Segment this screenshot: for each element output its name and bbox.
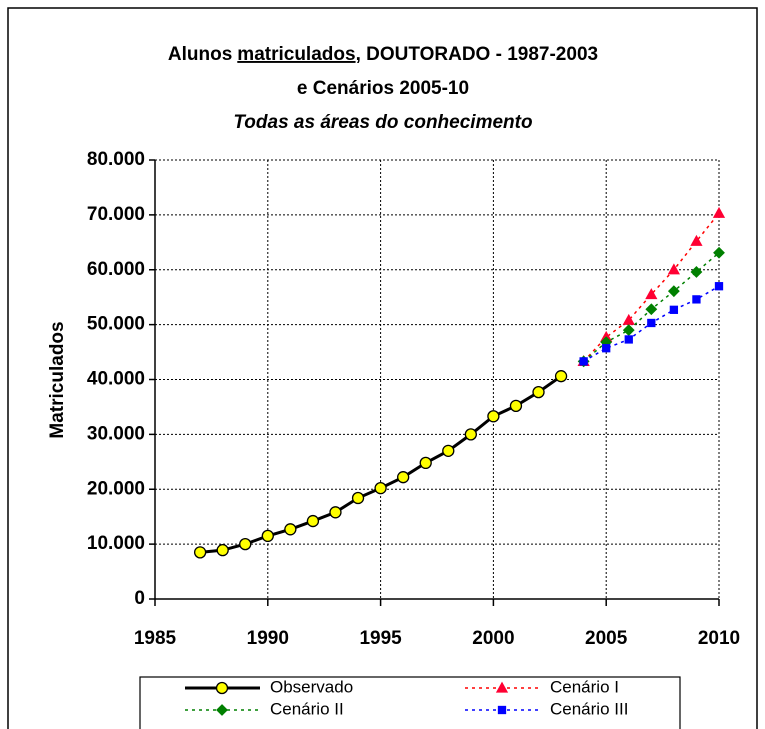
x-tick-label: 1990 (247, 628, 289, 649)
data-point (602, 344, 611, 353)
legend-marker (216, 704, 228, 716)
data-point (669, 305, 679, 314)
x-tick-label: 2010 (698, 628, 740, 649)
x-tick-label: 1995 (359, 628, 402, 649)
data-point (712, 206, 726, 218)
data-point (622, 324, 635, 337)
data-point (645, 303, 658, 316)
y-tick-label: 40.000 (87, 369, 145, 390)
chart-subtitle: e Cenários 2005-10 (297, 78, 469, 99)
data-point (692, 295, 701, 304)
data-point (306, 514, 320, 528)
legend-label: Cenário II (270, 699, 344, 718)
data-point (713, 246, 725, 259)
data-point (442, 444, 455, 457)
y-tick-label: 30.000 (87, 423, 145, 444)
y-tick-label: 60.000 (87, 259, 145, 280)
data-point (193, 546, 207, 559)
data-point (509, 399, 523, 412)
data-point (667, 263, 680, 275)
legend-box (139, 676, 681, 729)
x-tick-label: 2000 (472, 628, 514, 649)
data-point (487, 410, 500, 423)
x-tick-label: 2005 (585, 628, 628, 649)
data-point (579, 357, 588, 366)
legend-marker (215, 681, 229, 695)
data-point (329, 506, 342, 519)
legend-marker (495, 681, 509, 693)
data-point (690, 266, 703, 278)
chart-frame (7, 7, 758, 729)
legend-label: Observado (270, 677, 353, 696)
data-point (464, 428, 477, 441)
data-point (351, 491, 365, 505)
legend-marker (497, 705, 507, 715)
data-point (554, 370, 568, 383)
data-point (374, 482, 387, 495)
data-point (645, 288, 658, 300)
data-point (667, 285, 680, 298)
y-tick-label: 80.000 (87, 149, 145, 170)
data-point (532, 385, 545, 399)
data-point (261, 529, 274, 543)
data-point (419, 456, 432, 470)
legend-label: Cenário I (550, 677, 619, 696)
y-tick-label: 10.000 (87, 533, 145, 554)
data-point (690, 234, 703, 246)
title-part: Alunos (168, 44, 232, 65)
y-tick-label: 70.000 (87, 204, 145, 225)
y-tick-label: 50.000 (87, 314, 145, 335)
title-part: matriculados (237, 44, 355, 65)
y-tick-label: 20.000 (87, 478, 145, 499)
title-part: , DOUTORADO - 1987-2003 (356, 44, 599, 65)
data-point (647, 318, 656, 328)
data-point (397, 471, 410, 484)
legend-label: Cenário III (550, 699, 628, 718)
data-point (714, 282, 724, 291)
x-tick-label: 1985 (134, 628, 177, 649)
data-point (239, 537, 252, 551)
chart-subtitle: Todas as áreas do conhecimento (233, 112, 532, 133)
data-point (284, 523, 297, 536)
chart-title: Alunos matriculados, DOUTORADO - 1987-200… (168, 44, 598, 65)
data-point (624, 335, 633, 344)
data-point (216, 544, 229, 557)
y-axis-label: Matriculados (47, 321, 68, 438)
y-tick-label: 0 (134, 588, 145, 609)
